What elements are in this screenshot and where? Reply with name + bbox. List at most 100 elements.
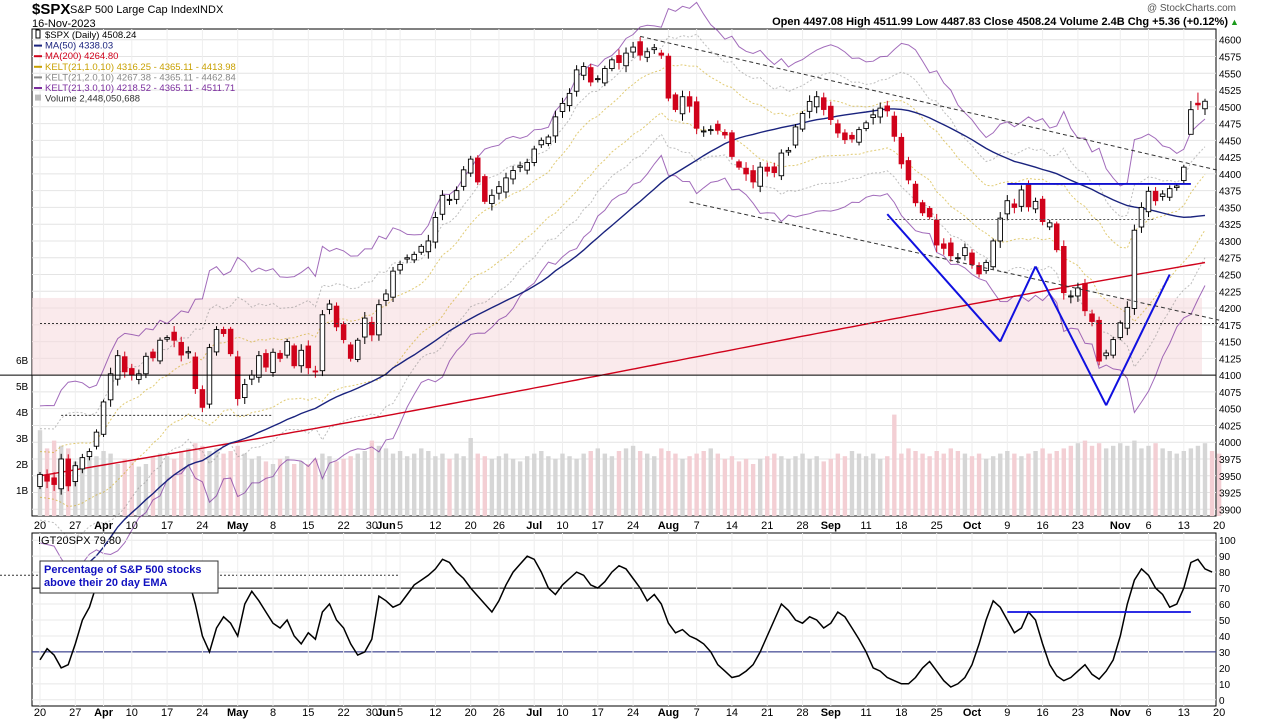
indicator-tick-label: 100 xyxy=(1219,536,1236,547)
candle-body xyxy=(1202,100,1208,110)
volume-bar xyxy=(990,456,996,516)
x-tick-label-bottom: Sep xyxy=(821,707,841,719)
support-zone-band xyxy=(32,297,1202,376)
candle-body xyxy=(326,303,333,310)
legend-swatch xyxy=(35,29,41,39)
x-tick-label: 10 xyxy=(556,520,568,532)
volume-tick-label: 4B xyxy=(16,408,29,419)
candle-body xyxy=(799,113,806,130)
indicator-tick-label: 90 xyxy=(1219,552,1231,563)
volume-bar xyxy=(821,461,826,516)
volume-bar xyxy=(560,453,565,516)
x-tick-label-bottom: 5 xyxy=(397,707,403,719)
candle-body xyxy=(955,257,961,260)
volume-bar xyxy=(962,453,968,516)
volume-bar xyxy=(941,453,946,516)
candle-body xyxy=(708,129,714,132)
keltner-lower-3 xyxy=(39,154,1206,570)
legend-entry: Volume 2,448,050,688 xyxy=(45,94,140,105)
candle-body xyxy=(86,451,93,458)
candle-body xyxy=(856,129,862,143)
volume-bar xyxy=(193,443,198,516)
price-tick-label: 4375 xyxy=(1219,187,1242,198)
price-tick-label: 4550 xyxy=(1219,69,1242,80)
candle-body xyxy=(990,240,996,268)
volume-bar xyxy=(659,448,664,516)
volume-bar xyxy=(256,456,262,516)
candle-body xyxy=(418,245,425,253)
indicator-tick-label: 20 xyxy=(1219,664,1231,675)
candle-body xyxy=(284,341,290,356)
x-tick-label-bottom: 16 xyxy=(1036,707,1048,719)
volume-bar xyxy=(334,461,339,516)
candle-body xyxy=(249,374,255,380)
x-tick-label: 26 xyxy=(493,520,505,532)
price-tick-label: 3925 xyxy=(1219,489,1242,500)
price-tick-label: 4175 xyxy=(1219,321,1242,332)
volume-bar xyxy=(341,458,346,516)
indicator-annotation: Percentage of S&P 500 stocks above their… xyxy=(44,564,202,589)
x-tick-label-bottom: 10 xyxy=(556,707,568,719)
pattern-line xyxy=(886,213,1001,343)
x-tick-label-bottom: 20 xyxy=(34,707,46,719)
volume-bar xyxy=(468,438,473,516)
candle-body xyxy=(277,352,283,359)
price-tick-label: 3975 xyxy=(1219,455,1242,466)
candle-body xyxy=(129,368,135,376)
candle-body xyxy=(1096,319,1102,362)
volume-bar xyxy=(397,451,403,516)
volume-bar xyxy=(616,451,622,516)
volume-bar xyxy=(786,458,791,516)
volume-bar xyxy=(729,456,735,516)
candle-body xyxy=(298,349,304,367)
volume-bar xyxy=(1054,451,1059,516)
x-tick-label: 17 xyxy=(161,520,173,532)
volume-bar xyxy=(376,445,382,516)
candle-body xyxy=(651,47,658,51)
volume-bar xyxy=(539,451,544,516)
candle-body xyxy=(1124,306,1131,329)
x-tick-label-bottom: 15 xyxy=(302,707,314,719)
candle-body xyxy=(164,337,170,340)
x-tick-label: 23 xyxy=(1072,520,1084,532)
price-tick-label: 4275 xyxy=(1219,254,1242,265)
price-tick-label: 4475 xyxy=(1219,120,1242,131)
candle-body xyxy=(877,107,883,118)
candle-body xyxy=(1117,322,1124,338)
candle-body xyxy=(347,344,354,359)
price-tick-label: 4325 xyxy=(1219,220,1242,231)
volume-bar xyxy=(976,453,982,516)
candle-body xyxy=(234,356,241,400)
legend-entry: MA(200) 4264.80 xyxy=(45,51,118,62)
volume-bar xyxy=(779,456,784,516)
volume-bar xyxy=(645,453,650,516)
volume-bar xyxy=(1096,443,1102,516)
price-tick-label: 4125 xyxy=(1219,354,1242,365)
candle-body xyxy=(891,115,898,137)
upper-trendline xyxy=(640,35,1220,172)
watermark: @ StockCharts.com xyxy=(1147,3,1236,14)
candle-body xyxy=(1018,189,1025,207)
volume-bar xyxy=(1132,440,1137,516)
volume-bar xyxy=(1153,443,1158,516)
volume-bar xyxy=(588,451,593,516)
volume-bar xyxy=(913,451,918,516)
candle-body xyxy=(100,401,107,435)
price-tick-label: 4575 xyxy=(1219,52,1242,63)
candle-body xyxy=(397,263,403,271)
candle-body xyxy=(1174,185,1180,189)
x-tick-label: 24 xyxy=(196,520,208,532)
volume-bar xyxy=(1125,445,1130,516)
x-tick-label-bottom: 7 xyxy=(694,707,700,719)
volume-bar xyxy=(461,456,466,516)
volume-bar xyxy=(1019,456,1024,516)
volume-bar xyxy=(1026,453,1031,516)
candle-body xyxy=(1145,190,1152,213)
x-tick-label-bottom: Apr xyxy=(94,707,114,719)
volume-bar xyxy=(1167,451,1172,516)
pattern-line xyxy=(999,266,1037,343)
candle-body xyxy=(383,293,389,301)
price-tick-label: 4200 xyxy=(1219,304,1242,315)
x-tick-label: 25 xyxy=(931,520,943,532)
volume-bar xyxy=(1209,451,1215,516)
